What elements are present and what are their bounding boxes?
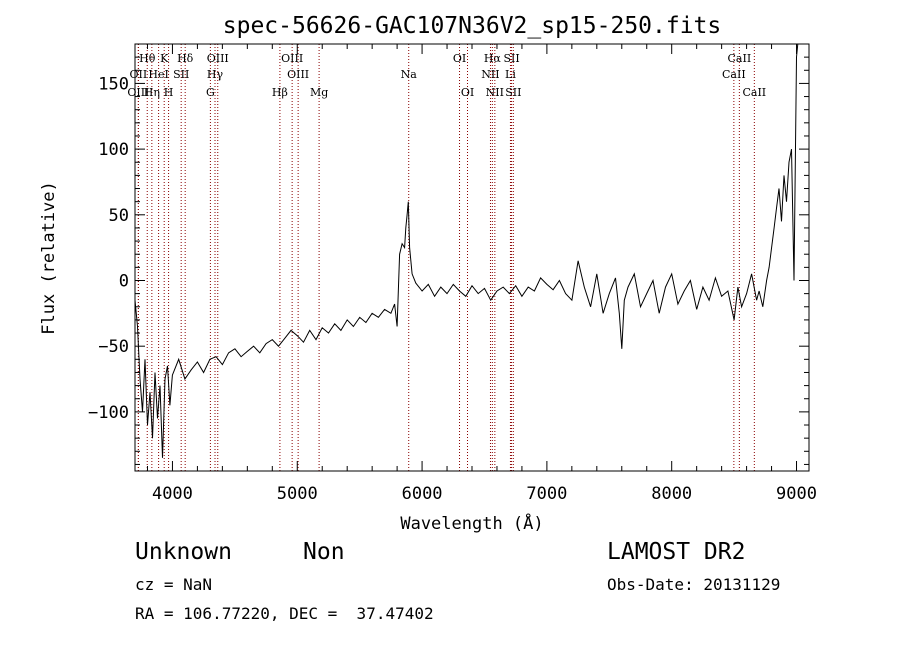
x-tick-label: 7000 bbox=[526, 484, 567, 504]
survey-name: LAMOST DR2 bbox=[607, 539, 746, 565]
spectral-line-label: OI bbox=[453, 52, 466, 65]
spectral-line-label: K bbox=[160, 52, 169, 65]
chart-title: spec-56626-GAC107N36V2_sp15-250.fits bbox=[223, 13, 722, 39]
spectral-line-label: Hα bbox=[484, 52, 502, 65]
spectral-line-label: SII bbox=[505, 86, 521, 99]
spectral-line-label: OI bbox=[461, 86, 474, 99]
object-subclass: Non bbox=[303, 539, 345, 565]
spectral-line-label: Hη bbox=[144, 86, 160, 99]
redshift-cz: cz = NaN bbox=[135, 575, 213, 594]
spectral-line-label: SII bbox=[503, 52, 519, 65]
spectral-line-label: HeI bbox=[148, 68, 168, 81]
spectral-line-label: NII bbox=[486, 86, 504, 99]
y-tick-label: −100 bbox=[88, 403, 129, 423]
spectral-line-label: H bbox=[164, 86, 174, 99]
spectrum-chart: spec-56626-GAC107N36V2_sp15-250.fits Hθ O… bbox=[39, 13, 817, 534]
spectral-line-label: OIII bbox=[287, 68, 309, 81]
axes: 4000 5000 6000 7000 8000 9000 −100 −50 0 50 100 150 bbox=[88, 43, 817, 504]
spectral-line-label: OIII bbox=[207, 52, 229, 65]
spectral-line-label: CaII bbox=[742, 86, 766, 99]
spectrum-series bbox=[134, 43, 799, 458]
y-axis-label: Flux (relative) bbox=[39, 181, 59, 335]
x-axis-label: Wavelength (Å) bbox=[400, 512, 543, 534]
x-tick-label: 8000 bbox=[651, 484, 692, 504]
plot-frame bbox=[134, 43, 810, 472]
spectral-line-label: NII bbox=[481, 68, 499, 81]
spectral-line-label: G bbox=[206, 86, 215, 99]
spectrum-line bbox=[134, 43, 799, 458]
spectral-line-label: Li bbox=[505, 68, 516, 81]
y-tick-label: 150 bbox=[98, 74, 129, 94]
object-class: Unknown bbox=[135, 539, 232, 565]
spectral-line-label: Hθ bbox=[139, 52, 156, 65]
y-tick-label: 0 bbox=[119, 271, 129, 291]
spectral-line-label: Mg bbox=[310, 86, 328, 99]
spectral-line-label: Hγ bbox=[207, 68, 224, 81]
y-tick-label: 50 bbox=[109, 206, 129, 226]
spectral-line-label: CaII bbox=[722, 68, 746, 81]
x-tick-label: 4000 bbox=[152, 484, 193, 504]
x-tick-label: 5000 bbox=[277, 484, 318, 504]
x-tick-label: 9000 bbox=[776, 484, 817, 504]
spectral-line-label: SII bbox=[173, 68, 189, 81]
spectral-line-label: OIII bbox=[281, 52, 303, 65]
spectral-line-label: OIII bbox=[127, 86, 149, 99]
spectral-line-label: Na bbox=[401, 68, 418, 81]
spectral-line-label: Hδ bbox=[177, 52, 194, 65]
observation-date: Obs-Date: 20131129 bbox=[607, 575, 781, 594]
x-tick-label: 6000 bbox=[402, 484, 443, 504]
coordinates: RA = 106.77220, DEC = 37.47402 bbox=[135, 604, 434, 623]
spectral-line-label: Hβ bbox=[272, 86, 288, 99]
y-tick-label: −50 bbox=[98, 337, 129, 357]
spectral-line-label: CaII bbox=[728, 52, 752, 65]
y-tick-label: 100 bbox=[98, 140, 129, 160]
